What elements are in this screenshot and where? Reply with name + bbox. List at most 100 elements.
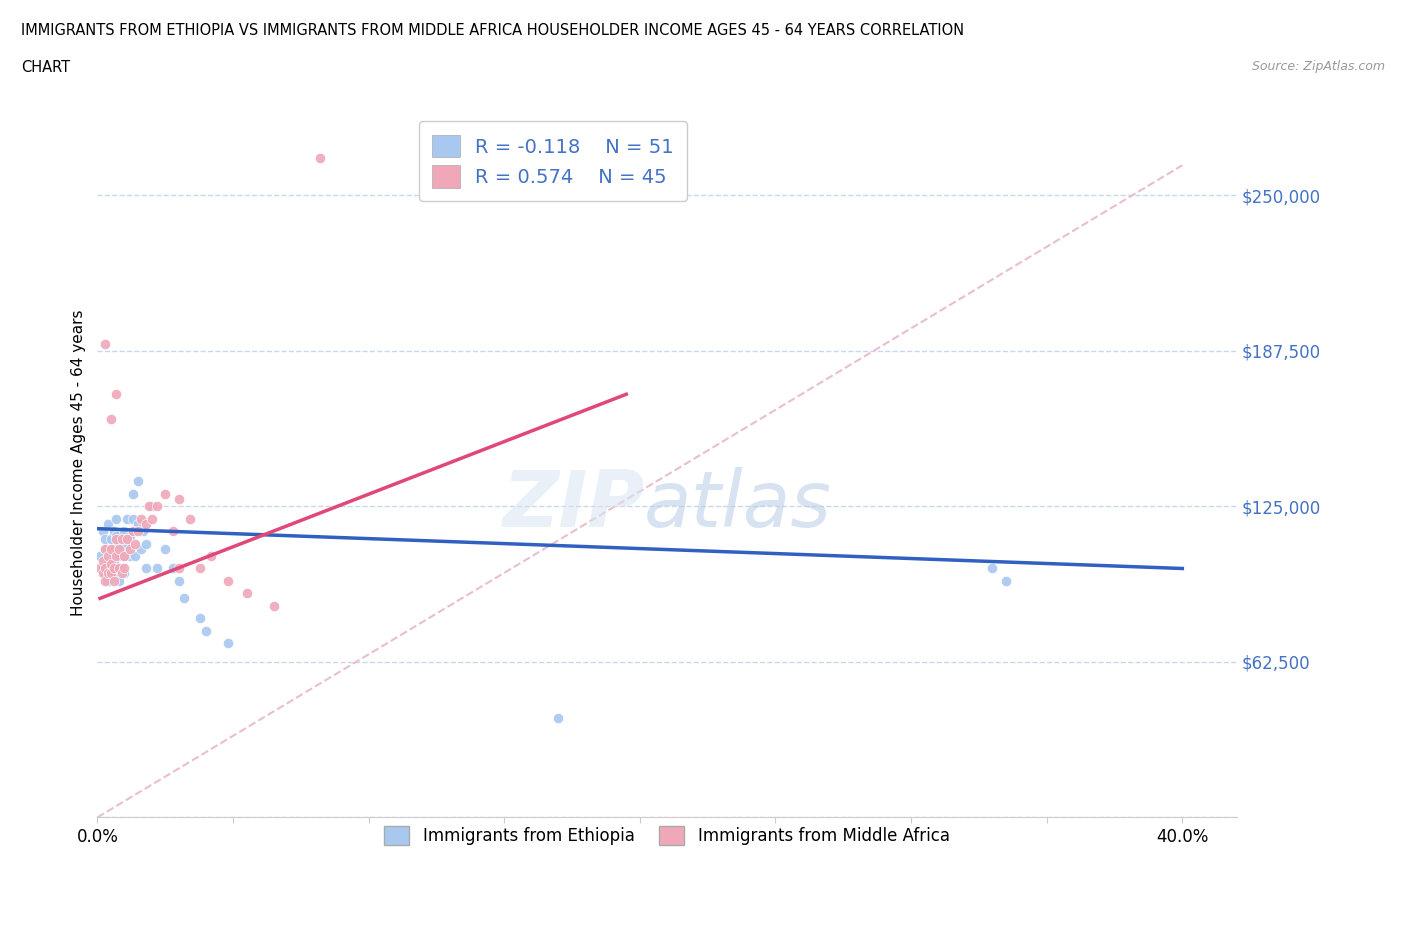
- Point: [103, 561, 125, 576]
- Point: [127, 524, 149, 538]
- Point: [146, 561, 169, 576]
- Point: [100, 556, 122, 571]
- Point: [179, 512, 201, 526]
- Point: [217, 636, 239, 651]
- Text: Source: ZipAtlas.com: Source: ZipAtlas.com: [1251, 60, 1385, 73]
- Point: [105, 549, 128, 564]
- Point: [114, 549, 136, 564]
- Point: [217, 574, 239, 589]
- Point: [94, 531, 117, 546]
- Point: [94, 561, 117, 576]
- Point: [108, 561, 131, 576]
- Point: [263, 598, 285, 613]
- Point: [91, 566, 114, 581]
- Legend: Immigrants from Ethiopia, Immigrants from Middle Africa: Immigrants from Ethiopia, Immigrants fro…: [371, 813, 963, 858]
- Text: ZIP: ZIP: [502, 467, 644, 543]
- Point: [135, 561, 157, 576]
- Point: [108, 537, 131, 551]
- Point: [91, 561, 114, 576]
- Point: [105, 568, 128, 583]
- Point: [97, 574, 120, 589]
- Point: [981, 561, 1004, 576]
- Point: [103, 541, 125, 556]
- Point: [190, 611, 212, 626]
- Point: [89, 561, 111, 576]
- Point: [108, 574, 131, 589]
- Point: [111, 541, 134, 556]
- Point: [141, 498, 163, 513]
- Point: [100, 544, 122, 559]
- Point: [91, 524, 114, 538]
- Point: [308, 151, 330, 166]
- Point: [124, 537, 146, 551]
- Point: [167, 491, 190, 506]
- Point: [121, 512, 143, 526]
- Point: [995, 574, 1018, 589]
- Point: [114, 561, 136, 576]
- Point: [100, 412, 122, 427]
- Point: [135, 537, 157, 551]
- Point: [105, 387, 128, 402]
- Point: [127, 474, 149, 489]
- Point: [94, 541, 117, 556]
- Point: [124, 549, 146, 564]
- Point: [118, 549, 141, 564]
- Y-axis label: Householder Income Ages 45 - 64 years: Householder Income Ages 45 - 64 years: [72, 310, 86, 616]
- Point: [141, 512, 163, 526]
- Point: [114, 524, 136, 538]
- Point: [103, 524, 125, 538]
- Point: [111, 531, 134, 546]
- Point: [108, 549, 131, 564]
- Point: [114, 549, 136, 564]
- Point: [235, 586, 257, 601]
- Point: [135, 516, 157, 531]
- Point: [100, 531, 122, 546]
- Point: [127, 516, 149, 531]
- Point: [100, 541, 122, 556]
- Point: [167, 561, 190, 576]
- Point: [190, 561, 212, 576]
- Point: [121, 524, 143, 538]
- Point: [114, 566, 136, 581]
- Point: [153, 541, 176, 556]
- Point: [94, 566, 117, 581]
- Point: [194, 623, 217, 638]
- Point: [129, 512, 152, 526]
- Point: [111, 561, 134, 576]
- Point: [105, 528, 128, 543]
- Text: CHART: CHART: [21, 60, 70, 75]
- Point: [129, 541, 152, 556]
- Point: [111, 566, 134, 581]
- Point: [173, 591, 195, 605]
- Point: [103, 553, 125, 568]
- Point: [146, 498, 169, 513]
- Point: [100, 561, 122, 576]
- Point: [94, 337, 117, 352]
- Point: [167, 574, 190, 589]
- Point: [97, 516, 120, 531]
- Point: [103, 574, 125, 589]
- Point: [108, 541, 131, 556]
- Point: [200, 549, 222, 564]
- Point: [105, 512, 128, 526]
- Point: [105, 531, 128, 546]
- Point: [162, 561, 184, 576]
- Point: [162, 524, 184, 538]
- Point: [547, 711, 569, 725]
- Point: [89, 549, 111, 564]
- Point: [118, 541, 141, 556]
- Point: [115, 512, 138, 526]
- Point: [97, 566, 120, 581]
- Text: IMMIGRANTS FROM ETHIOPIA VS IMMIGRANTS FROM MIDDLE AFRICA HOUSEHOLDER INCOME AGE: IMMIGRANTS FROM ETHIOPIA VS IMMIGRANTS F…: [21, 23, 965, 38]
- Point: [97, 549, 120, 564]
- Point: [94, 574, 117, 589]
- Point: [100, 566, 122, 581]
- Point: [115, 531, 138, 546]
- Point: [118, 528, 141, 543]
- Text: atlas: atlas: [644, 467, 832, 543]
- Point: [91, 553, 114, 568]
- Point: [132, 524, 155, 538]
- Point: [94, 541, 117, 556]
- Point: [97, 556, 120, 571]
- Point: [153, 486, 176, 501]
